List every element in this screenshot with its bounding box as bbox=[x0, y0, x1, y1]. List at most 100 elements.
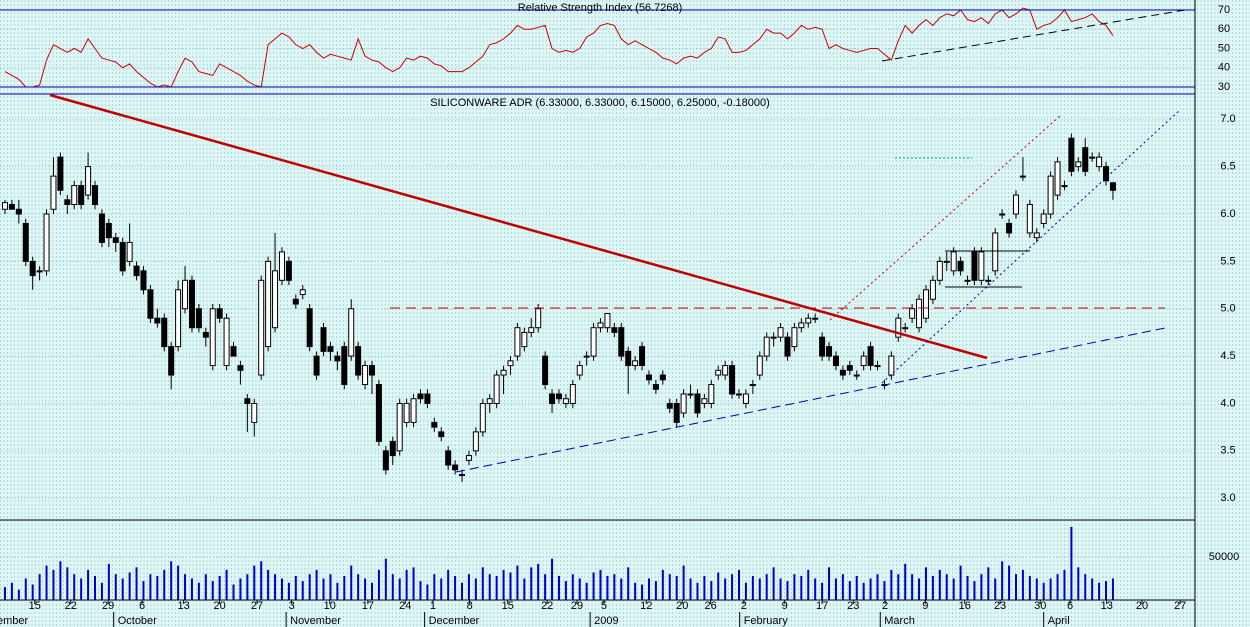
candle-body bbox=[562, 398, 569, 404]
volume-bar bbox=[308, 574, 311, 600]
y-tick-label: 4.0 bbox=[1220, 397, 1235, 409]
volume-bar bbox=[821, 582, 824, 600]
volume-bar bbox=[38, 574, 41, 600]
x-tick-label: 17 bbox=[816, 600, 828, 612]
candle-body bbox=[1075, 161, 1082, 168]
volume-bar bbox=[578, 578, 581, 600]
volume-bar bbox=[696, 582, 699, 600]
x-tick-label: 20 bbox=[214, 600, 226, 612]
candle-body bbox=[860, 355, 867, 367]
candle-body bbox=[195, 308, 202, 329]
volume-bar bbox=[170, 561, 173, 600]
volume-bar bbox=[107, 563, 110, 600]
volume-bar bbox=[606, 575, 609, 600]
candle-body bbox=[327, 346, 334, 352]
candle-body bbox=[493, 374, 500, 404]
x-tick-label: 9 bbox=[782, 600, 788, 612]
candle-body bbox=[555, 393, 562, 400]
volume-bar bbox=[689, 578, 692, 600]
volume-bar bbox=[232, 584, 235, 600]
y-tick-label: 6.5 bbox=[1220, 161, 1235, 173]
volume-bar bbox=[301, 581, 304, 600]
candle-body bbox=[819, 336, 826, 357]
volume-bar bbox=[211, 581, 214, 600]
volume-bar bbox=[94, 575, 97, 600]
candle-body bbox=[306, 308, 313, 348]
volume-bar bbox=[876, 574, 879, 600]
candle-body bbox=[334, 355, 341, 362]
volume-bar bbox=[585, 582, 588, 600]
volume-bar bbox=[454, 575, 457, 600]
candle-body bbox=[521, 331, 528, 348]
volume-bar bbox=[135, 567, 138, 600]
candle-body bbox=[43, 213, 50, 272]
volume-bar bbox=[280, 578, 283, 600]
volume-bar bbox=[724, 578, 727, 600]
volume-bar bbox=[364, 578, 367, 600]
rsi-title: Relative Strength Index (56.7268) bbox=[518, 2, 683, 14]
volume-bar bbox=[980, 574, 983, 600]
volume-bar bbox=[80, 578, 83, 600]
candle-body bbox=[528, 327, 535, 333]
volume-bar bbox=[45, 565, 48, 600]
volume-bar bbox=[973, 581, 976, 600]
volume-bar bbox=[384, 558, 387, 600]
candle-body bbox=[22, 222, 29, 262]
volume-bar bbox=[184, 574, 187, 600]
candle-body bbox=[112, 237, 119, 243]
volume-bar bbox=[924, 567, 927, 600]
candle-body bbox=[410, 398, 417, 423]
candle-body bbox=[1082, 147, 1089, 172]
candle-body bbox=[313, 355, 320, 376]
candle-body bbox=[673, 402, 680, 423]
candle-body bbox=[514, 327, 521, 357]
volume-bar bbox=[592, 572, 595, 600]
candle-body bbox=[285, 260, 292, 281]
candle-body bbox=[368, 365, 375, 376]
candle-body bbox=[265, 260, 272, 348]
candle-body bbox=[57, 156, 64, 191]
candle-body bbox=[625, 350, 632, 367]
volume-bar bbox=[647, 578, 650, 600]
candle-body bbox=[223, 317, 230, 367]
plot-layer: 3.0 3.5 4.0 4.5 5.0 5.5 6.0 6.5 7.0 50000 70 60 50 40… bbox=[0, 4, 1239, 627]
x-tick-label: 16 bbox=[959, 600, 971, 612]
x-tick-label: 6 bbox=[139, 600, 145, 612]
candle-body bbox=[140, 270, 147, 291]
candle-body bbox=[1, 202, 8, 210]
volume-bar bbox=[197, 582, 200, 600]
candle-body bbox=[576, 365, 583, 376]
candle-body bbox=[922, 289, 929, 319]
x-tick-label: 27 bbox=[1174, 600, 1186, 612]
x-tick-label: 10 bbox=[324, 600, 336, 612]
rsi-tick-label: 30 bbox=[1218, 81, 1230, 93]
volume-bar bbox=[682, 565, 685, 600]
candle-body bbox=[542, 355, 549, 386]
candle-body bbox=[694, 393, 701, 414]
candle-body bbox=[535, 308, 542, 329]
volume-bar bbox=[828, 567, 831, 600]
candle-body bbox=[652, 384, 659, 390]
candle-body bbox=[902, 327, 909, 330]
candle-body bbox=[216, 308, 223, 319]
volume-bar bbox=[571, 574, 574, 600]
volume-bar bbox=[1111, 578, 1114, 600]
candle-body bbox=[251, 402, 258, 423]
volume-bar bbox=[440, 578, 443, 600]
candle-body bbox=[15, 208, 22, 215]
candle-body bbox=[992, 232, 999, 272]
candle-body bbox=[1103, 166, 1110, 182]
support-line bbox=[455, 327, 1166, 473]
candle-body bbox=[320, 327, 327, 352]
volume-bar bbox=[17, 589, 20, 600]
candle-body bbox=[985, 279, 992, 282]
candle-body bbox=[175, 289, 182, 348]
candle-body bbox=[472, 431, 479, 452]
volume-bar bbox=[149, 574, 152, 600]
month-label: November bbox=[290, 615, 341, 627]
volume-bar bbox=[738, 569, 741, 600]
candle-body bbox=[722, 365, 729, 376]
candle-body bbox=[126, 241, 133, 262]
candle-body bbox=[611, 327, 618, 333]
rsi-tick-label: 70 bbox=[1218, 4, 1230, 16]
